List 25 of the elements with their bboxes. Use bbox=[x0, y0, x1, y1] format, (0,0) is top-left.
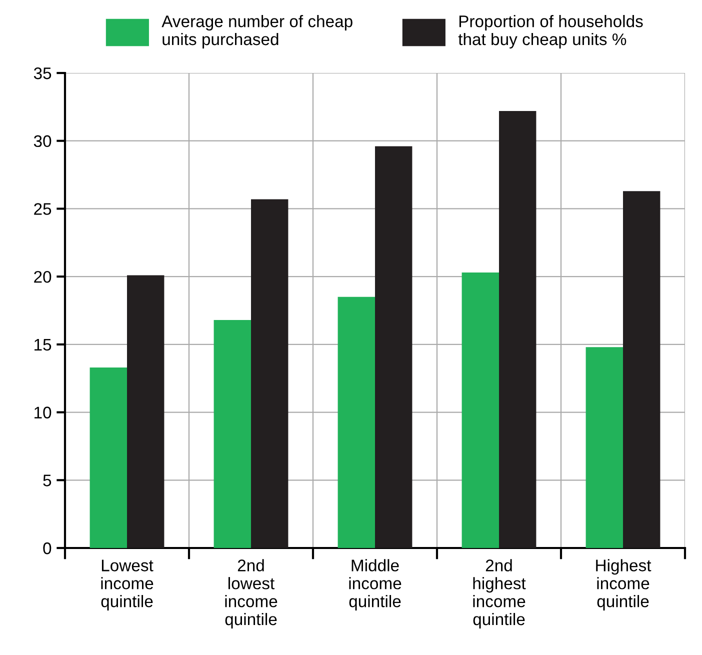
x-tick-label: Lowest income quintile bbox=[101, 560, 154, 611]
bar bbox=[338, 296, 375, 548]
y-tick-label: 35 bbox=[34, 67, 52, 80]
y-tick-label: 5 bbox=[43, 474, 52, 486]
bar bbox=[214, 320, 251, 548]
y-tick-label: 15 bbox=[34, 339, 52, 351]
bar bbox=[375, 146, 412, 548]
y-tick-label: 30 bbox=[34, 135, 52, 148]
bar bbox=[586, 347, 623, 548]
y-tick-label: 20 bbox=[34, 270, 52, 283]
x-tick-label: 2nd lowest income quintile bbox=[225, 559, 278, 629]
y-tick-label: 0 bbox=[43, 542, 52, 554]
bar bbox=[90, 368, 127, 548]
bar bbox=[127, 275, 164, 548]
bar bbox=[251, 199, 288, 548]
legend-label: Proportion of households that buy cheap units % bbox=[458, 15, 643, 48]
y-tick-label: 10 bbox=[34, 406, 52, 418]
legend-label: Average number of cheap units purchased bbox=[162, 15, 352, 48]
bar bbox=[462, 272, 499, 548]
bar bbox=[623, 191, 660, 548]
x-tick-label: Highest income quintile bbox=[596, 559, 652, 611]
y-tick-label: 25 bbox=[34, 203, 52, 215]
bar bbox=[499, 111, 536, 548]
x-tick-label: Middle income quintile bbox=[349, 559, 402, 611]
x-tick-label: 2nd highest income quintile bbox=[473, 559, 526, 629]
